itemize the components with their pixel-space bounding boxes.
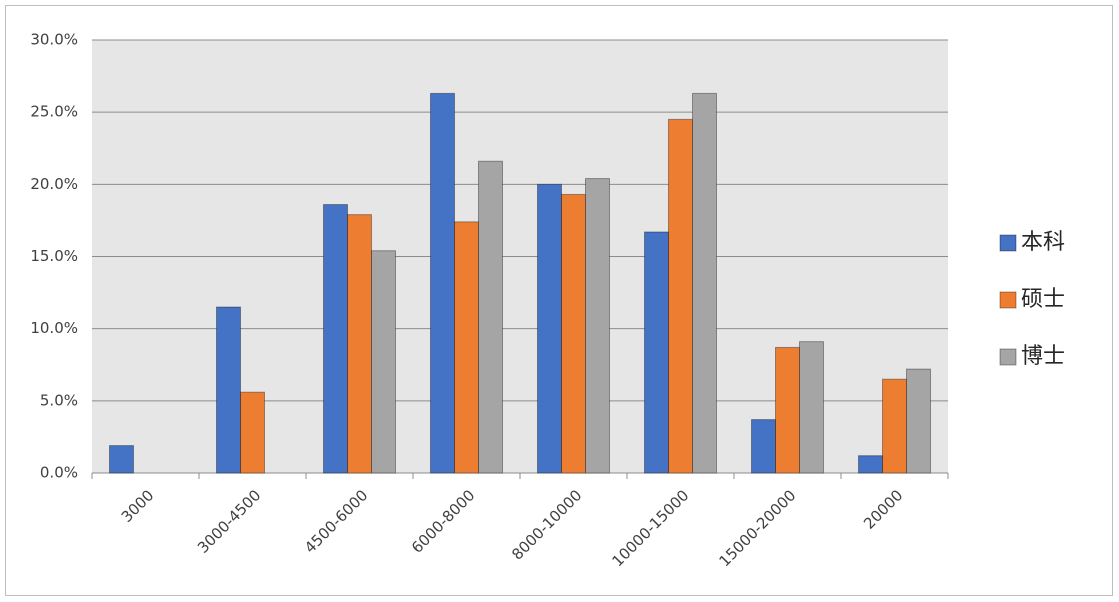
- legend-label: 博士: [1021, 344, 1065, 369]
- bar: [751, 419, 776, 474]
- y-tick-label: 15.0%: [30, 247, 78, 265]
- bar: [775, 346, 800, 474]
- legend-swatch: [999, 291, 1017, 309]
- bar: [882, 378, 907, 474]
- bar: [537, 183, 562, 474]
- bar: [585, 178, 610, 474]
- y-tick-label: 30.0%: [30, 31, 78, 49]
- bar: [430, 92, 455, 474]
- bar: [454, 221, 479, 474]
- bar: [858, 455, 883, 474]
- y-tick-label: 10.0%: [30, 319, 78, 337]
- bar: [216, 306, 241, 474]
- bar: [668, 118, 693, 474]
- bar: [561, 193, 586, 474]
- bar: [371, 250, 396, 474]
- bar: [109, 445, 134, 474]
- bar: [644, 231, 669, 474]
- legend-swatch: [999, 234, 1017, 252]
- y-tick-label: 25.0%: [30, 103, 78, 121]
- bar: [906, 368, 931, 474]
- legend-label: 本科: [1021, 230, 1065, 255]
- bar: [240, 391, 265, 474]
- y-tick-label: 20.0%: [30, 175, 78, 193]
- legend-swatch: [999, 348, 1017, 366]
- bar: [347, 214, 372, 474]
- legend-label: 硕士: [1021, 287, 1065, 312]
- bar: [323, 204, 348, 474]
- bar: [692, 92, 717, 474]
- bar: [799, 341, 824, 474]
- bar: [478, 160, 503, 474]
- y-tick-label: 5.0%: [40, 391, 78, 409]
- y-tick-label: 0.0%: [40, 464, 78, 482]
